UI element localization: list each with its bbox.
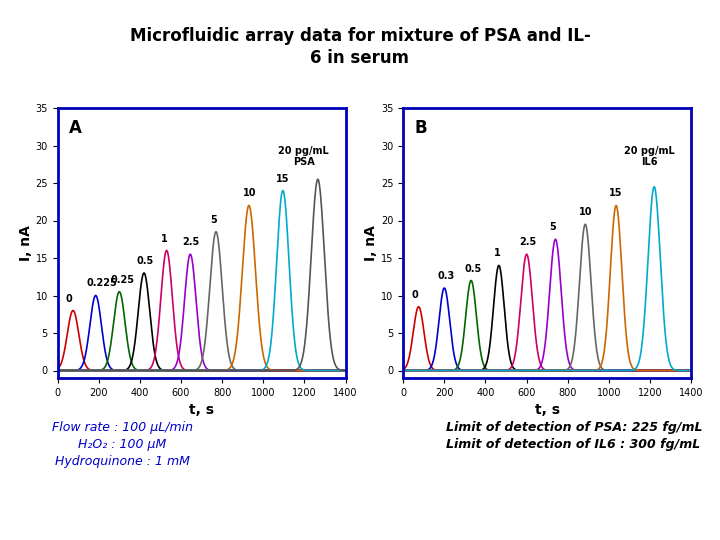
Text: 10: 10 <box>578 207 592 217</box>
X-axis label: t, s: t, s <box>535 403 559 417</box>
Text: 0.25: 0.25 <box>111 275 135 285</box>
Text: 15: 15 <box>276 173 289 184</box>
Text: 20 pg/mL
PSA: 20 pg/mL PSA <box>279 145 329 167</box>
Text: 2.5: 2.5 <box>520 237 537 247</box>
Text: 0: 0 <box>66 294 72 303</box>
Text: 0.5: 0.5 <box>464 264 482 273</box>
Text: 1: 1 <box>161 233 167 244</box>
Text: B: B <box>415 119 428 137</box>
Text: 1: 1 <box>495 248 501 259</box>
Text: 0.3: 0.3 <box>437 271 454 281</box>
Text: 5: 5 <box>210 215 217 225</box>
Text: Limit of detection of PSA: 225 fg/mL
Limit of detection of IL6 : 300 fg/mL: Limit of detection of PSA: 225 fg/mL Lim… <box>446 421 703 451</box>
Text: 15: 15 <box>609 188 622 199</box>
Y-axis label: I, nA: I, nA <box>364 225 378 261</box>
Text: 20 pg/mL
IL6: 20 pg/mL IL6 <box>624 145 675 167</box>
Y-axis label: I, nA: I, nA <box>19 225 32 261</box>
Text: 0: 0 <box>412 290 418 300</box>
Text: 0.225: 0.225 <box>87 279 117 288</box>
Text: 10: 10 <box>243 188 256 199</box>
Text: Flow rate : 100 μL/min
H₂O₂ : 100 μM
Hydroquinone : 1 mM: Flow rate : 100 μL/min H₂O₂ : 100 μM Hyd… <box>52 421 193 468</box>
Text: 5: 5 <box>549 222 556 232</box>
Text: A: A <box>69 119 82 137</box>
Text: 2.5: 2.5 <box>182 237 199 247</box>
X-axis label: t, s: t, s <box>189 403 214 417</box>
Text: 0.5: 0.5 <box>137 256 154 266</box>
Text: Microfluidic array data for mixture of PSA and IL-
6 in serum: Microfluidic array data for mixture of P… <box>130 27 590 67</box>
